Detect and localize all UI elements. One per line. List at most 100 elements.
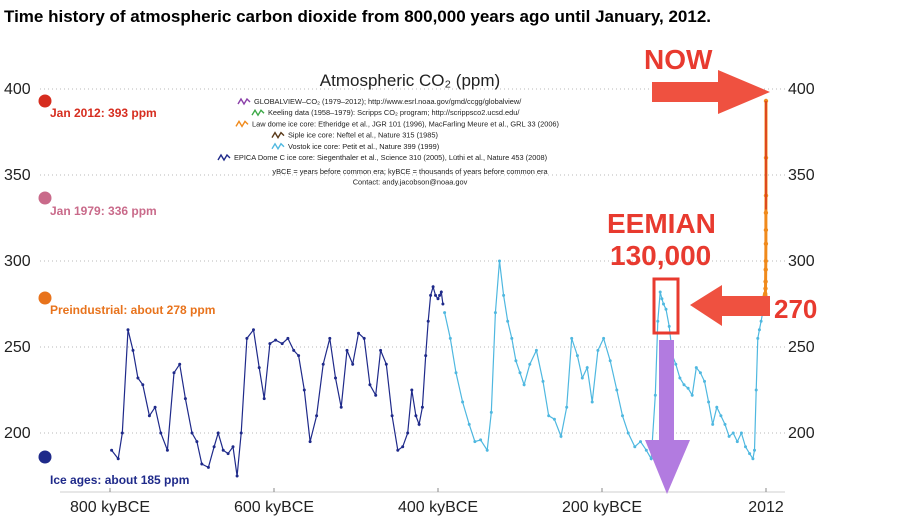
legend-swatch-4 xyxy=(271,142,285,151)
legend-note-0: yBCE = years before common era; kyBCE = … xyxy=(272,167,548,176)
y-tick-left-300: 300 xyxy=(4,253,31,270)
series-1-point-39 xyxy=(653,393,657,397)
series-0-point-56 xyxy=(417,422,421,426)
series-1-point-65 xyxy=(748,452,752,456)
x-axis: 800 kyBCE 600 kyBCE 400 kyBCE 200 kyBCE 2012 xyxy=(60,488,785,516)
series-0-point-9 xyxy=(159,431,163,435)
series-0-point-6 xyxy=(141,383,145,387)
series-1-point-26 xyxy=(580,376,584,380)
ref-label-3: Ice ages: about 185 ppm xyxy=(50,473,189,487)
series-1-point-56 xyxy=(711,422,715,426)
series-2 xyxy=(761,98,769,312)
series-1-point-29 xyxy=(596,348,600,352)
series-0-point-2 xyxy=(120,431,124,435)
series-1-point-43 xyxy=(662,302,665,306)
series-0-point-58 xyxy=(424,354,428,358)
y-tick-right-250: 250 xyxy=(788,339,815,356)
series-2-point-9 xyxy=(763,267,768,272)
series-1-point-66 xyxy=(751,457,755,461)
series-0-point-3 xyxy=(126,328,130,332)
series-2-point-16 xyxy=(763,98,769,104)
annotation-270: 270 xyxy=(774,294,817,324)
legend-item-5: EPICA Dome C ice core: Siegenthaler et a… xyxy=(234,153,547,162)
series-2-point-10 xyxy=(763,258,768,264)
series-1-point-11 xyxy=(502,293,506,297)
series-1-point-3 xyxy=(461,400,465,404)
ref-label-2: Preindustrial: about 278 ppm xyxy=(50,303,215,317)
series-1-point-63 xyxy=(739,431,743,435)
series-1-point-55 xyxy=(707,400,711,404)
series-1-point-27 xyxy=(585,366,589,370)
series-1-point-17 xyxy=(528,362,532,366)
series-0-point-57 xyxy=(420,405,424,409)
legend-swatch-3 xyxy=(271,131,285,139)
series-1-point-62 xyxy=(735,440,739,444)
series-0-point-36 xyxy=(308,440,312,444)
series-0-point-24 xyxy=(239,431,243,435)
series-1-point-61 xyxy=(731,431,735,435)
series-2-point-13 xyxy=(763,210,769,215)
series-0-point-22 xyxy=(231,445,235,449)
series-0-point-49 xyxy=(384,362,388,366)
series-1-point-45 xyxy=(667,324,671,328)
annotation-130000: 130,000 xyxy=(610,240,711,271)
series-0-point-48 xyxy=(379,348,383,352)
series-0-point-32 xyxy=(286,336,290,340)
annotations: NOW EEMIAN 130,000 270 xyxy=(607,44,817,494)
series-0-point-18 xyxy=(212,445,216,449)
series-0-point-21 xyxy=(226,452,230,456)
series-0-point-64 xyxy=(438,293,442,297)
series-0-point-66 xyxy=(441,302,445,306)
series-1-point-20 xyxy=(547,414,551,418)
series-1-point-2 xyxy=(454,371,458,375)
series-0-point-61 xyxy=(431,285,435,289)
ref-label-1: Jan 1979: 336 ppm xyxy=(50,204,157,218)
series-0-point-13 xyxy=(183,397,187,401)
legend-swatch-5 xyxy=(217,153,231,162)
series-1-point-13 xyxy=(510,336,514,340)
series-0-point-35 xyxy=(302,388,306,392)
x-tick-label-4: 2012 xyxy=(748,499,784,516)
series-0-point-62 xyxy=(434,293,437,297)
series-1-point-7 xyxy=(485,448,489,452)
series-0-point-41 xyxy=(339,405,343,409)
series-0-point-11 xyxy=(172,371,176,375)
chart-title: Time history of atmospheric carbon dioxi… xyxy=(4,7,711,26)
series-0-point-59 xyxy=(426,319,430,323)
series-1-point-21 xyxy=(552,417,556,421)
series-1-point-28 xyxy=(590,400,594,404)
legend-item-3: Siple ice core: Neftel et al., Nature 31… xyxy=(288,131,438,140)
series-1-point-31 xyxy=(608,359,612,363)
legend-item-1: Keeling data (1958–1979): Scripps CO₂ pr… xyxy=(268,108,520,117)
y-tick-right-400: 400 xyxy=(788,81,815,98)
annotation-now: NOW xyxy=(644,44,713,75)
series-0-point-12 xyxy=(178,362,182,366)
ref-label-0: Jan 2012: 393 ppm xyxy=(50,106,157,120)
series-1-point-69 xyxy=(756,336,760,340)
y-tick-right-200: 200 xyxy=(788,425,815,442)
series-1-point-8 xyxy=(489,410,493,414)
series-1-point-60 xyxy=(727,434,731,438)
series-0-point-10 xyxy=(165,448,169,452)
eemian-down-arrow-shaft xyxy=(659,340,674,440)
series-2-point-7 xyxy=(763,286,768,291)
series-1-point-37 xyxy=(644,448,648,452)
y-tick-left-350: 350 xyxy=(4,167,31,184)
ref-dot-1 xyxy=(38,191,52,205)
series-1-point-47 xyxy=(674,362,678,366)
series-0-point-60 xyxy=(429,293,433,297)
series-1-point-52 xyxy=(694,366,698,370)
series-0-point-0 xyxy=(110,448,114,452)
series-1-point-14 xyxy=(514,359,518,363)
series-1-point-33 xyxy=(621,414,624,418)
series-1-point-4 xyxy=(467,422,471,426)
series-0-point-28 xyxy=(262,397,266,401)
series-1-point-30 xyxy=(602,336,606,340)
series-1-point-34 xyxy=(626,431,630,435)
series-0-point-26 xyxy=(252,328,255,332)
series-1-point-10 xyxy=(498,259,501,263)
series-1-point-70 xyxy=(757,328,761,332)
series-1-point-53 xyxy=(698,371,702,375)
series-1-point-16 xyxy=(522,383,526,387)
series-1-point-50 xyxy=(686,386,690,390)
